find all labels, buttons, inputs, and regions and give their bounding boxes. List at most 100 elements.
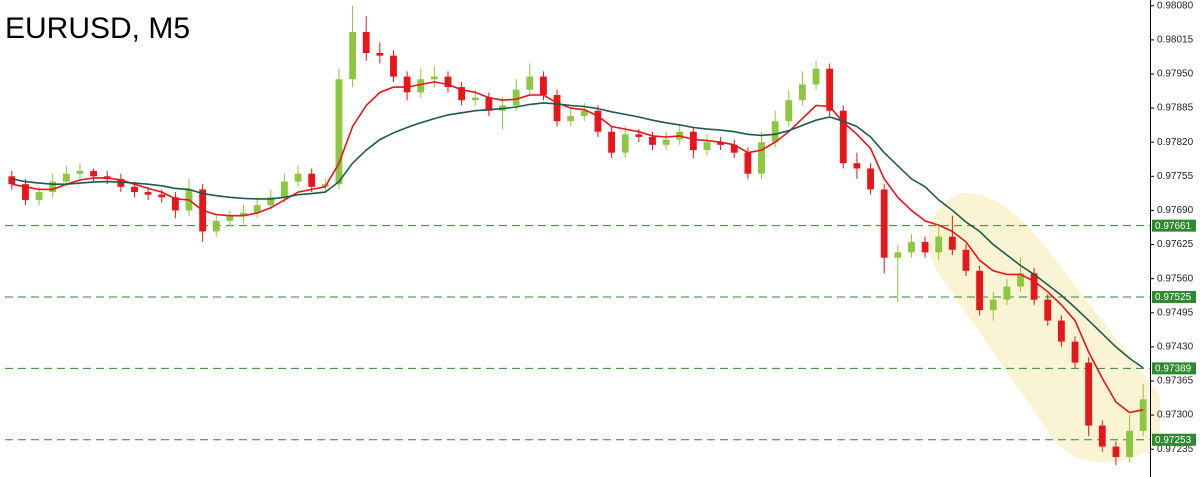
candle-body bbox=[512, 89, 520, 106]
candle-body bbox=[594, 110, 602, 132]
candle-body bbox=[131, 186, 138, 193]
candle-body bbox=[403, 76, 411, 93]
candle-body bbox=[8, 176, 16, 185]
y-tick-label: 0.97430 bbox=[1157, 342, 1194, 353]
candle-body bbox=[608, 131, 615, 153]
candle-body bbox=[908, 241, 915, 253]
candle-body bbox=[240, 213, 247, 216]
chart-title: EURUSD, M5 bbox=[5, 12, 190, 45]
candle-body bbox=[90, 171, 98, 177]
candle-body bbox=[1044, 299, 1052, 321]
y-tick-label: 0.97820 bbox=[1157, 137, 1194, 148]
level-label: 0.97525 bbox=[1155, 292, 1192, 303]
candle-body bbox=[867, 168, 874, 190]
candle-body bbox=[1126, 430, 1133, 458]
candle-body bbox=[1003, 286, 1011, 300]
candle-body bbox=[580, 110, 588, 116]
candle-body bbox=[144, 192, 152, 195]
candle-body bbox=[1071, 341, 1079, 363]
candle-body bbox=[49, 181, 57, 193]
candle-body bbox=[771, 121, 779, 143]
candle-body bbox=[1057, 320, 1065, 342]
candle-body bbox=[1017, 273, 1024, 287]
y-tick-label: 0.97950 bbox=[1157, 69, 1194, 80]
candle-body bbox=[267, 197, 275, 206]
candle-body bbox=[744, 152, 752, 174]
candle-body bbox=[526, 76, 534, 90]
candle-body bbox=[662, 139, 670, 145]
y-tick-label: 0.97755 bbox=[1157, 171, 1194, 182]
y-tick-label: 0.98015 bbox=[1157, 35, 1194, 46]
candle-body bbox=[921, 241, 929, 253]
candle-body bbox=[349, 32, 356, 80]
candle-body bbox=[253, 205, 261, 214]
candle-body bbox=[430, 76, 438, 80]
candle-body bbox=[281, 181, 288, 198]
candle-body bbox=[76, 171, 84, 174]
y-tick-label: 0.97300 bbox=[1157, 410, 1194, 421]
candle-body bbox=[730, 144, 738, 153]
candle-body bbox=[989, 299, 997, 311]
moving-average bbox=[11, 81, 1144, 414]
level-label: 0.97661 bbox=[1155, 221, 1192, 232]
moving-average bbox=[11, 102, 1144, 369]
y-tick-label: 0.97495 bbox=[1157, 307, 1194, 318]
candle-body bbox=[621, 134, 629, 153]
y-tick-label: 0.97885 bbox=[1157, 103, 1194, 114]
candle-body bbox=[1085, 362, 1093, 426]
candle-body bbox=[35, 192, 43, 200]
candle-body bbox=[226, 215, 234, 221]
candle-body bbox=[485, 97, 493, 111]
candle-body bbox=[22, 184, 29, 200]
candle-body bbox=[717, 142, 725, 145]
candle-body bbox=[376, 53, 384, 56]
candle-body bbox=[962, 249, 970, 271]
level-label-box bbox=[1152, 433, 1196, 446]
price-axis: 0.98080 0.98015 0.97950 0.97885 0.97820 0.977… bbox=[1150, 0, 1196, 477]
candle-body bbox=[212, 220, 220, 232]
candle-body bbox=[362, 32, 370, 53]
level-label: 0.97253 bbox=[1155, 435, 1192, 446]
candle-body bbox=[799, 84, 806, 101]
candle-body bbox=[689, 131, 697, 151]
level-label-box bbox=[1152, 219, 1196, 232]
candle-body bbox=[853, 163, 861, 169]
candle-body bbox=[826, 68, 834, 111]
candle-body bbox=[935, 236, 943, 253]
candle-body bbox=[948, 236, 956, 250]
candle-body bbox=[976, 270, 984, 311]
candle-body bbox=[839, 110, 847, 164]
levels-layer bbox=[5, 225, 1150, 441]
candle-body bbox=[471, 97, 479, 101]
candle-body bbox=[1112, 446, 1120, 458]
candle-body bbox=[812, 68, 820, 85]
y-tick-label: 0.97365 bbox=[1157, 376, 1194, 387]
candle-body bbox=[567, 115, 575, 122]
y-tick-label: 0.97235 bbox=[1157, 444, 1194, 455]
candle-body bbox=[458, 87, 466, 101]
candle-body bbox=[649, 136, 656, 145]
candle-body bbox=[880, 189, 888, 258]
candle-body bbox=[417, 79, 425, 93]
candle-body bbox=[1098, 425, 1106, 447]
candle-body bbox=[335, 79, 343, 185]
level-label-box bbox=[1152, 362, 1196, 375]
y-tick-label: 0.97690 bbox=[1157, 205, 1194, 216]
candle-body bbox=[158, 194, 166, 198]
candle-body bbox=[308, 173, 316, 187]
candle-body bbox=[62, 173, 70, 182]
candle-body bbox=[444, 76, 452, 88]
y-tick-label: 0.97625 bbox=[1157, 239, 1194, 250]
level-label-box bbox=[1152, 291, 1196, 304]
candle-body bbox=[785, 100, 793, 122]
candle-body bbox=[635, 134, 643, 137]
candle-body bbox=[894, 252, 902, 258]
candle-body bbox=[294, 173, 302, 182]
candle-body bbox=[758, 142, 765, 174]
level-label: 0.97389 bbox=[1155, 364, 1192, 375]
trend-channel bbox=[928, 192, 1160, 463]
candle-body bbox=[1139, 399, 1147, 431]
candle-body bbox=[553, 94, 561, 122]
candle-body bbox=[171, 197, 179, 211]
